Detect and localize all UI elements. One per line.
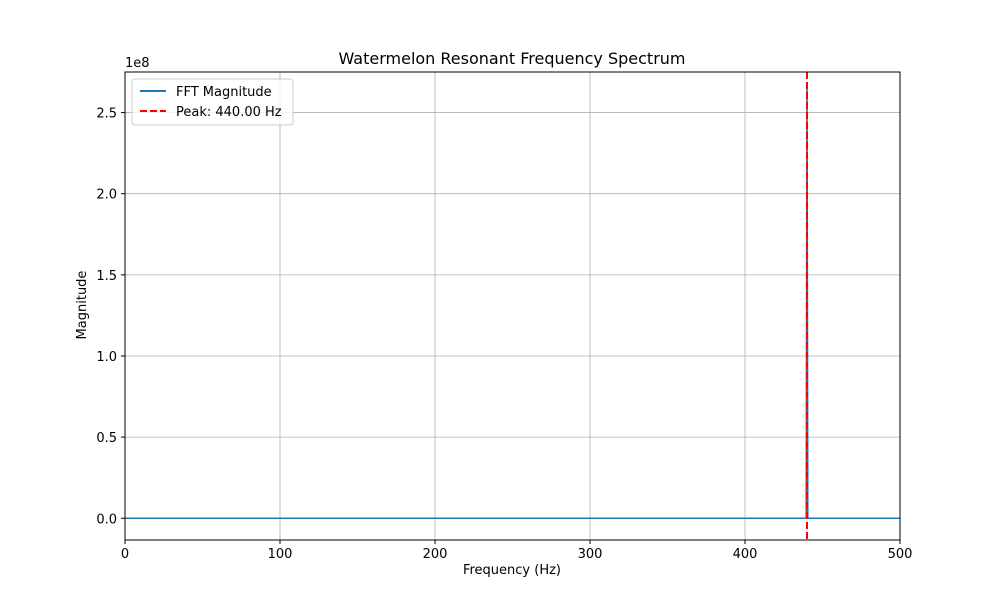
legend-box bbox=[131, 78, 294, 126]
y-tick-label: 0.0 bbox=[96, 512, 117, 527]
x-ticks: 0 100 200 300 400 500 bbox=[121, 540, 913, 562]
legend-label-fft: FFT Magnitude bbox=[176, 85, 272, 100]
x-tick-label: 500 bbox=[888, 547, 913, 562]
y-axis-label: Magnitude bbox=[75, 271, 90, 340]
x-tick-label: 200 bbox=[423, 547, 448, 562]
y-offset-label: 1e8 bbox=[125, 56, 150, 71]
y-tick-label: 1.0 bbox=[96, 350, 117, 365]
legend-label-peak: Peak: 440.00 Hz bbox=[176, 105, 282, 120]
x-tick-label: 300 bbox=[578, 547, 603, 562]
x-tick-label: 400 bbox=[733, 547, 758, 562]
chart-title: Watermelon Resonant Frequency Spectrum bbox=[339, 49, 686, 68]
y-tick-label: 2.0 bbox=[96, 188, 117, 203]
x-tick-label: 0 bbox=[121, 547, 129, 562]
y-tick-label: 0.5 bbox=[96, 431, 117, 446]
legend: FFT Magnitude Peak: 440.00 Hz bbox=[131, 78, 294, 126]
x-axis-label: Frequency (Hz) bbox=[463, 563, 561, 578]
y-tick-label: 2.5 bbox=[96, 107, 117, 122]
series-layer bbox=[125, 72, 900, 540]
plot-frame bbox=[124, 71, 901, 541]
y-tick-label: 1.5 bbox=[96, 269, 117, 284]
y-ticks: 0.0 0.5 1.0 1.5 2.0 2.5 bbox=[96, 107, 125, 527]
x-tick-label: 100 bbox=[268, 547, 293, 562]
